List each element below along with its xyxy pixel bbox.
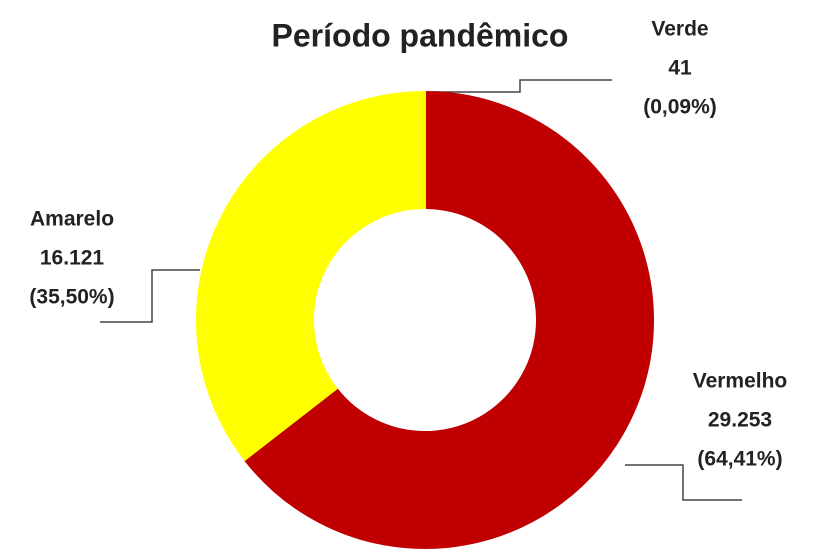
label-value: 29.253 <box>708 409 772 432</box>
slices <box>196 90 654 549</box>
label-name: Verde <box>651 18 708 41</box>
leader-line <box>625 464 742 501</box>
label-name: Vermelho <box>693 370 788 393</box>
label-name: Amarelo <box>30 208 114 231</box>
leader-line <box>432 79 612 93</box>
leader-line <box>100 269 200 323</box>
label-percent: (64,41%) <box>697 448 782 471</box>
label-percent: (35,50%) <box>29 286 114 309</box>
chart-title: Período pandêmico <box>272 17 569 53</box>
label-percent: (0,09%) <box>643 96 717 119</box>
label-value: 41 <box>668 57 692 80</box>
label-value: 16.121 <box>40 247 105 270</box>
slice <box>243 90 654 549</box>
slice <box>196 90 426 462</box>
